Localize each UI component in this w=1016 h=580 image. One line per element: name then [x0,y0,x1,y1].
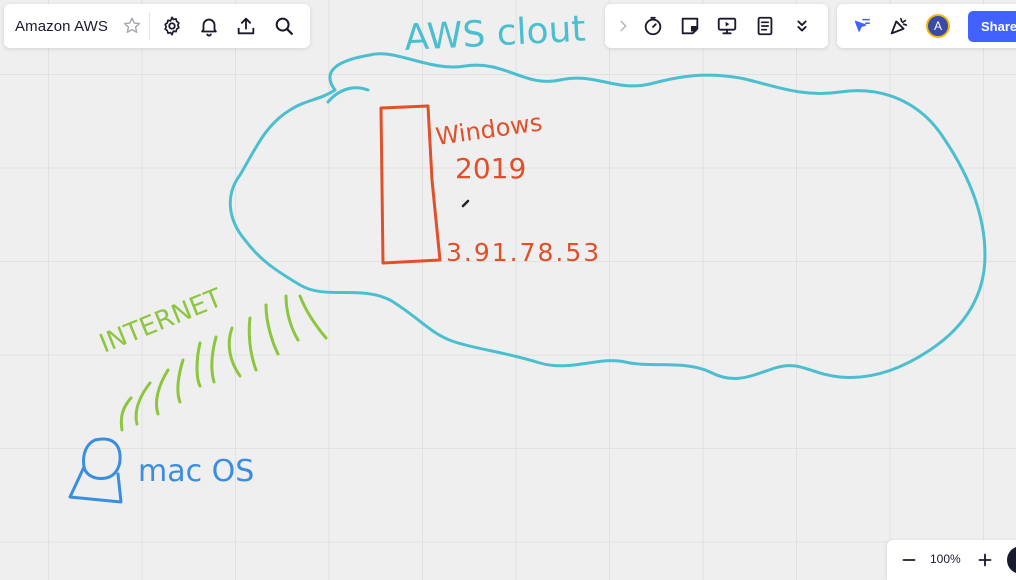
share-button[interactable]: Share [968,11,1016,42]
zoom-controls: 100% [887,540,1016,580]
server-label-os[interactable]: Windows [434,108,544,151]
gear-icon[interactable] [160,14,184,38]
help-button[interactable] [1007,546,1016,574]
server-ip-address[interactable]: 3.91.78.53 [446,238,601,267]
notes-icon[interactable] [753,14,777,38]
zoom-out-icon[interactable] [897,548,921,572]
search-icon[interactable] [272,14,296,38]
presentation-icon[interactable] [715,14,739,38]
chevron-right-icon[interactable] [611,14,635,38]
board-toolbar: Amazon AWS [4,4,310,48]
star-icon[interactable] [120,14,144,38]
pen-mark [461,199,470,208]
upload-icon[interactable] [234,14,258,38]
toolbar-divider [149,12,150,40]
sticky-note-icon[interactable] [678,14,702,38]
aws-cloud-shape[interactable] [228,52,987,381]
timer-icon[interactable] [641,14,665,38]
bell-icon[interactable] [197,14,221,38]
zoom-level[interactable]: 100% [930,552,961,566]
zoom-in-icon[interactable] [973,548,997,572]
mac-client-shape[interactable] [68,437,123,504]
chevron-double-down-icon[interactable] [790,14,814,38]
tools-toolbar [605,4,828,48]
wifi-signal-shape[interactable] [119,294,328,432]
internet-label[interactable]: INTERNET [95,283,226,359]
collaboration-toolbar: A Share [837,4,1016,48]
cursor-icon[interactable] [849,14,873,38]
server-label-version[interactable]: 2019 [455,152,526,185]
avatar[interactable]: A [926,14,950,38]
client-label[interactable]: mac OS [138,454,254,489]
windows-server-shape[interactable] [379,104,442,265]
board-title[interactable]: Amazon AWS [15,17,108,35]
cloud-label[interactable]: AWS clout [403,9,586,59]
celebration-icon[interactable] [887,14,911,38]
